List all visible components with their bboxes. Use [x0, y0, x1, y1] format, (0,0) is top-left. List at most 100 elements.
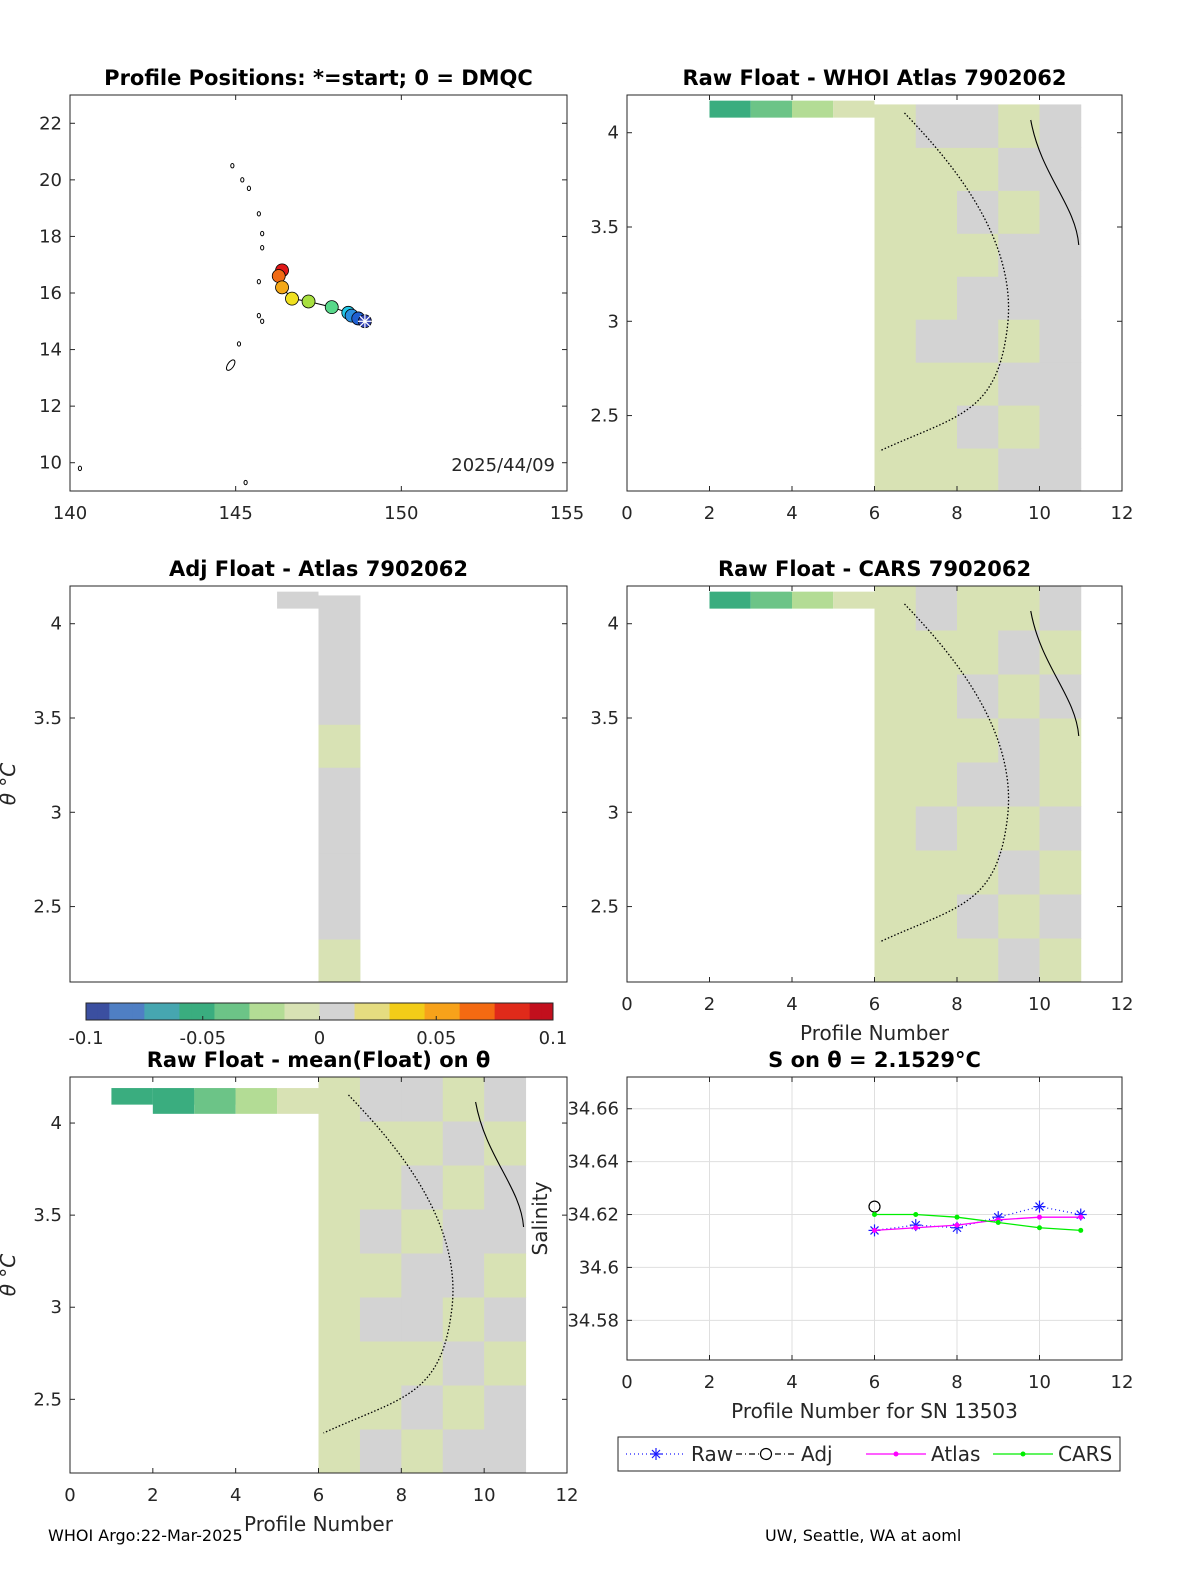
- y-tick-label: 4: [608, 614, 619, 635]
- x-tick-label: 12: [1111, 1372, 1134, 1393]
- x-tick-label: 155: [550, 503, 584, 524]
- heatmap-cell: [998, 718, 1040, 763]
- heatmap-cell: [235, 1089, 278, 1114]
- heatmap-cell: [915, 190, 958, 234]
- heatmap-cell: [1039, 938, 1082, 983]
- series-point-cars: [913, 1212, 919, 1218]
- y-axis-label: θ °C: [0, 763, 20, 806]
- colorbar-cell: [506, 1003, 519, 1020]
- colorbar-cell: [272, 1003, 285, 1020]
- heatmap-cell: [401, 1077, 444, 1122]
- heatmap-cell: [915, 319, 958, 363]
- heatmap-cell: [998, 630, 1040, 675]
- x-tick-label: 8: [951, 994, 962, 1015]
- y-tick-label: 4: [51, 1113, 62, 1134]
- y-tick-label: 2.5: [33, 897, 62, 918]
- heatmap-cell: [277, 591, 319, 609]
- heatmap-cell: [318, 896, 361, 940]
- heatmap-cell: [318, 1341, 361, 1386]
- heatmap-cell: [484, 1297, 527, 1342]
- track-point: [324, 300, 339, 315]
- heatmap-cell: [484, 1429, 527, 1474]
- heatmap-cell: [998, 276, 1040, 320]
- heatmap-cell: [442, 1385, 485, 1430]
- heatmap-cell: [442, 1429, 485, 1474]
- colorbar-cell: [541, 1003, 554, 1020]
- x-tick-label: 10: [1028, 994, 1051, 1015]
- heatmap-cell: [957, 104, 999, 148]
- island-outline: [260, 230, 265, 237]
- x-tick-label: 0: [621, 994, 632, 1015]
- legend-label: Atlas: [931, 1442, 980, 1466]
- y-tick-label: 12: [39, 396, 62, 417]
- island-outline: [260, 245, 265, 251]
- heatmap-cell: [915, 718, 958, 763]
- series-point-atlas: [1037, 1214, 1042, 1220]
- heatmap-cell: [359, 1077, 402, 1122]
- heatmap-cell: [998, 233, 1040, 277]
- heatmap-cell: [874, 806, 917, 851]
- footer-right: UW, Seattle, WA at aoml: [765, 1526, 962, 1545]
- heatmap-cell: [833, 591, 875, 609]
- colorbar-tick-label: 0.05: [416, 1028, 456, 1049]
- x-tick-label: 6: [869, 994, 880, 1015]
- heatmap-cell: [957, 718, 999, 763]
- axes-box: [69, 585, 568, 983]
- heatmap-cell: [874, 147, 917, 191]
- x-tick-label: 12: [1111, 994, 1134, 1015]
- heatmap-cell: [792, 100, 834, 118]
- series-point-cars: [872, 1212, 877, 1218]
- track-point: [301, 294, 316, 309]
- y-tick-label: 34.64: [567, 1152, 619, 1173]
- y-tick-label: 20: [39, 170, 62, 191]
- panel-cars: Raw Float - CARS 7902062 0 2 4 6 8 10 12 2.5 3 3.5…: [590, 557, 1133, 1045]
- island-outline: [260, 318, 265, 324]
- heatmap-cell: [998, 938, 1040, 983]
- heatmap-cell: [442, 1297, 485, 1342]
- heatmap-cell: [318, 638, 361, 682]
- heatmap-cell: [442, 1209, 485, 1254]
- panel-whoi: Raw Float - WHOI Atlas 7902062 0 2 4 6 8 10 12 2…: [590, 66, 1133, 524]
- y-tick-label: 2.5: [590, 406, 619, 427]
- series-point-cars: [1078, 1227, 1084, 1233]
- heatmap-cell: [915, 674, 958, 719]
- series-line-cars: [874, 1213, 1081, 1232]
- colorbar-cell: [284, 1003, 297, 1020]
- y-tick-label: 2.5: [590, 897, 619, 918]
- heatmap-cell: [318, 1429, 361, 1474]
- heatmap-cell: [318, 853, 361, 897]
- colorbar-cell: [121, 1003, 134, 1020]
- heatmap-cell: [957, 938, 999, 983]
- heatmap-cell: [874, 233, 917, 277]
- series-point-cars: [995, 1219, 1001, 1225]
- heatmap-cell: [915, 938, 958, 983]
- heatmap-cell: [874, 276, 917, 320]
- x-tick-label: 2: [704, 994, 715, 1015]
- x-tick-label: 0: [64, 1485, 75, 1506]
- colorbar-cell: [167, 1003, 180, 1020]
- contour-line: [1030, 610, 1080, 737]
- heatmap-cell: [874, 362, 917, 406]
- track-point: [285, 291, 299, 306]
- contour-line: [475, 1101, 525, 1228]
- heatmap-cell: [957, 762, 999, 807]
- x-tick-label: 4: [230, 1485, 241, 1506]
- y-tick-label: 4: [608, 123, 619, 144]
- colorbar-cell: [436, 1003, 449, 1020]
- heatmap-cell: [1039, 806, 1082, 851]
- x-tick-label: 10: [473, 1485, 496, 1506]
- heatmap-cell: [401, 1253, 444, 1298]
- island-outline: [240, 177, 245, 183]
- legend-marker: [1020, 1451, 1026, 1457]
- heatmap-cell: [957, 233, 999, 277]
- heatmap-cell: [1039, 276, 1082, 320]
- series-point-atlas: [872, 1227, 877, 1233]
- x-tick-label: 0: [621, 1372, 632, 1393]
- series-point-raw: [1035, 1202, 1044, 1212]
- heatmap-cell: [442, 1341, 485, 1386]
- heatmap-cell: [874, 586, 917, 631]
- heatmap-cell: [1039, 718, 1082, 763]
- heatmap-cell: [874, 762, 917, 807]
- heatmap-cell: [998, 806, 1040, 851]
- heatmap-cell: [111, 1088, 153, 1105]
